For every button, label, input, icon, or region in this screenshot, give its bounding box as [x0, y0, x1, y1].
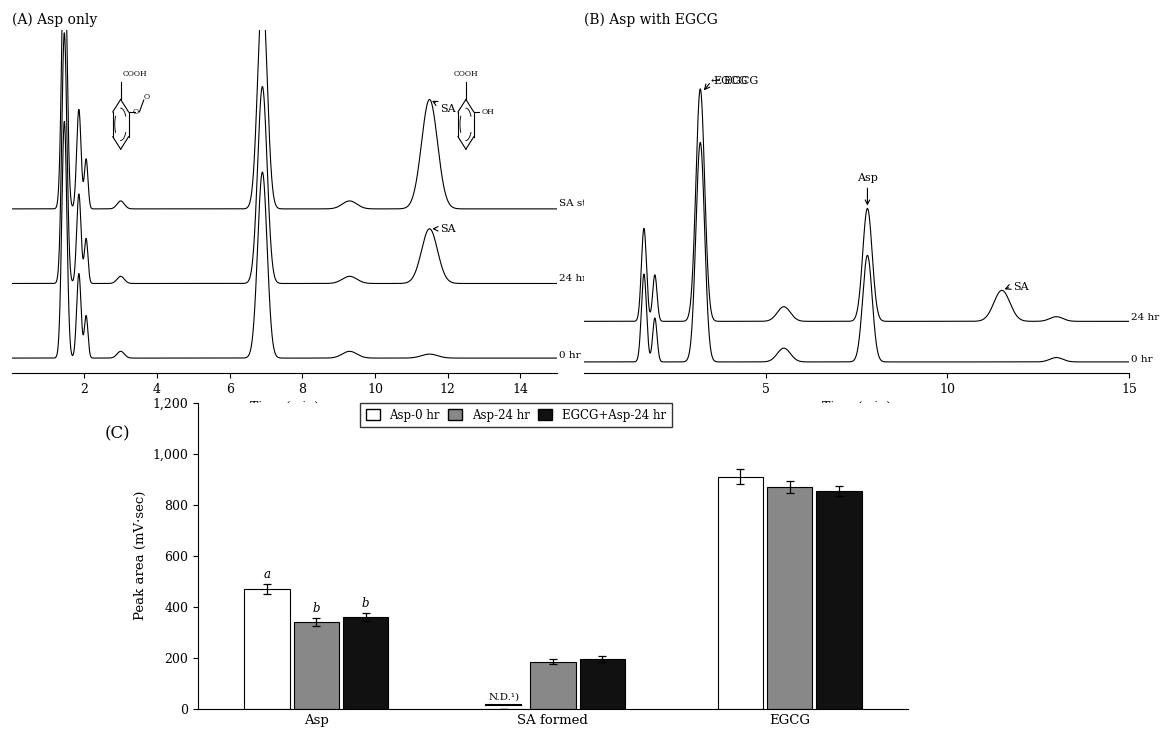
Bar [816, 491, 861, 709]
X-axis label: Time (min): Time (min) [822, 401, 892, 414]
Text: O: O [133, 108, 139, 116]
Text: (B) Asp with EGCG: (B) Asp with EGCG [584, 13, 718, 28]
Y-axis label: Peak area (mV·sec): Peak area (mV·sec) [134, 491, 147, 621]
Text: 24 hr: 24 hr [559, 274, 587, 283]
Text: b: b [362, 597, 369, 610]
Legend: Asp-0 hr, Asp-24 hr, EGCG+Asp-24 hr: Asp-0 hr, Asp-24 hr, EGCG+Asp-24 hr [360, 403, 672, 427]
Text: SA: SA [433, 101, 456, 114]
X-axis label: Time (min): Time (min) [249, 401, 319, 414]
Text: 0 hr: 0 hr [1131, 355, 1152, 364]
Bar [531, 662, 575, 709]
Text: (A) Asp only: (A) Asp only [12, 13, 97, 28]
Bar [580, 659, 625, 709]
Text: (C): (C) [105, 425, 130, 442]
Text: COOH: COOH [122, 69, 147, 78]
Text: SA: SA [433, 224, 456, 233]
Text: 0 hr: 0 hr [559, 351, 580, 360]
Text: EGCG: EGCG [714, 77, 747, 87]
Text: Asp: Asp [857, 172, 878, 204]
Bar [767, 487, 812, 709]
Bar [244, 589, 290, 709]
Text: O: O [143, 93, 150, 101]
Text: COOH: COOH [454, 69, 478, 78]
Text: N.D.¹): N.D.¹) [488, 692, 519, 701]
Text: ← EGCG: ← EGCG [711, 77, 759, 87]
Text: SA: SA [1013, 282, 1029, 292]
Text: b: b [312, 602, 320, 615]
Text: SA standard: SA standard [559, 199, 623, 208]
Bar [343, 617, 389, 709]
Text: a: a [263, 568, 270, 580]
Bar [293, 622, 339, 709]
Text: 24 hr: 24 hr [1131, 313, 1159, 322]
Text: OH: OH [482, 108, 495, 116]
Bar [717, 477, 762, 709]
